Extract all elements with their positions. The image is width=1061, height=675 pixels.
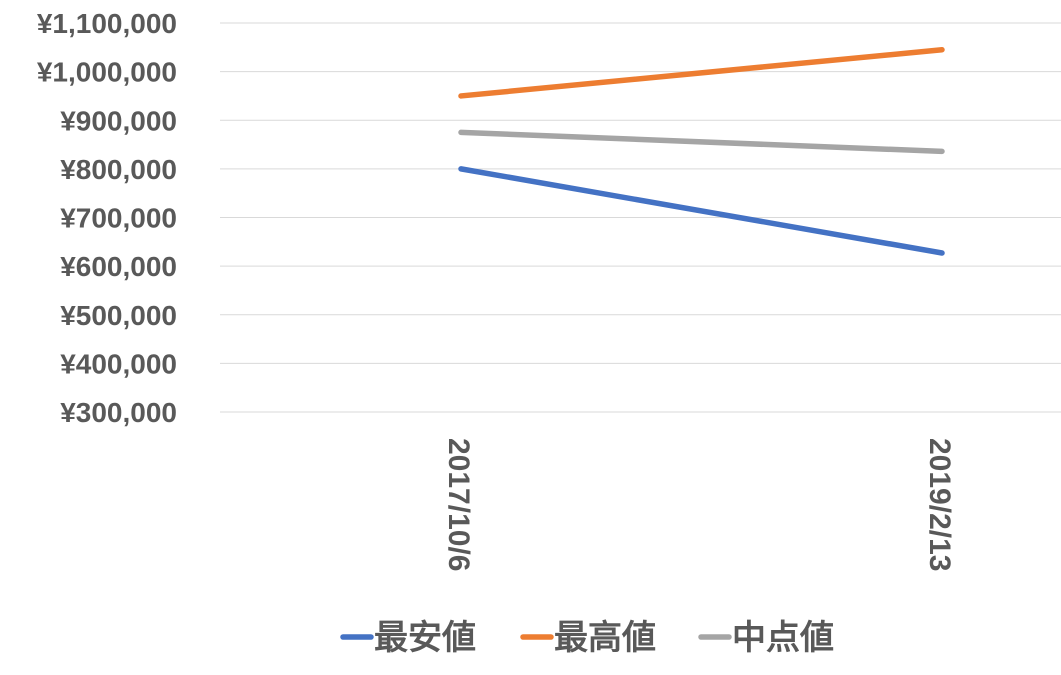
y-tick-label: ¥900,000	[60, 105, 177, 136]
x-tick-label: 2019/2/13	[923, 438, 956, 571]
y-tick-label: ¥700,000	[60, 203, 177, 234]
series-line-1	[458, 166, 945, 256]
legend-label: 最高値	[554, 618, 656, 658]
x-tick-label: 2017/10/6	[442, 438, 475, 571]
legend-label: 中点値	[732, 618, 834, 658]
series-line-3	[458, 129, 945, 155]
y-tick-label: ¥500,000	[60, 300, 177, 331]
legend-label: 最安値	[374, 618, 476, 658]
x-axis-tick-labels: 2017/10/6 2019/2/13	[442, 438, 956, 571]
series-line-2	[458, 46, 945, 99]
gridlines	[220, 22, 1061, 413]
y-tick-label: ¥300,000	[60, 397, 177, 428]
y-tick-label: ¥1,100,000	[37, 8, 177, 39]
y-tick-label: ¥600,000	[60, 251, 177, 282]
y-tick-label: ¥1,000,000	[37, 57, 177, 88]
y-tick-label: ¥800,000	[60, 154, 177, 185]
legend: 最安値 最高値 中点値	[340, 618, 834, 658]
series-lines	[458, 46, 945, 256]
y-axis-tick-labels: ¥300,000 ¥400,000 ¥500,000 ¥600,000 ¥700,000…	[37, 8, 177, 428]
y-tick-label: ¥400,000	[60, 348, 177, 379]
